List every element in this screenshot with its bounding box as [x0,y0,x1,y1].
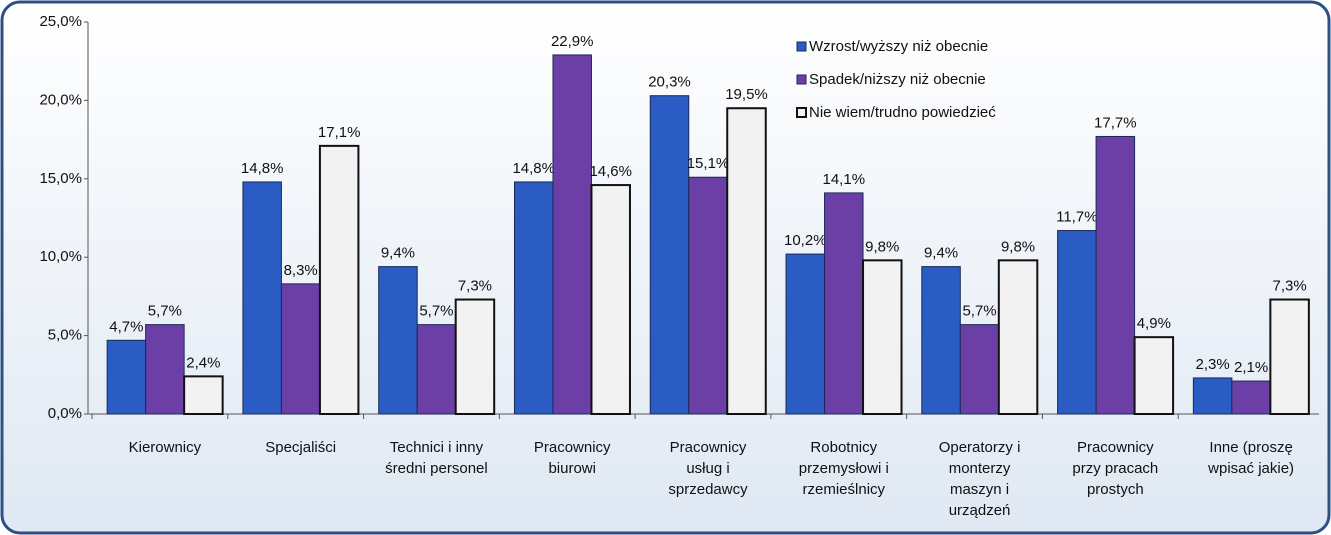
bar [318,144,360,415]
legend-swatch [796,74,807,85]
bar [785,253,826,415]
bar [1095,135,1136,415]
y-tick-label: 20,0% [39,91,82,108]
y-tick-label: 25,0% [39,13,82,30]
bar [183,375,224,416]
bar [997,259,1039,415]
value-label: 5,7% [148,303,182,320]
value-label: 11,7% [1056,209,1097,226]
y-tick-label: 0,0% [48,405,82,422]
value-label: 22,9% [551,33,594,50]
bar [688,176,728,415]
value-label: 14,8% [512,160,555,177]
value-label: 5,7% [419,303,453,320]
bar [1133,336,1175,415]
value-label: 9,4% [381,245,415,262]
bar [1269,298,1310,416]
bar [242,181,282,415]
y-tick-label: 5,0% [48,327,82,344]
value-label: 9,8% [1001,238,1035,255]
bar [280,283,321,415]
bar [454,298,496,416]
value-label: 20,3% [648,74,691,91]
value-label: 7,3% [458,278,492,295]
bar [921,266,961,415]
value-label: 4,7% [109,318,143,335]
value-label: 4,9% [1137,315,1171,332]
bar [416,324,457,415]
x-tick-label: Specjaliści [265,439,336,456]
bar [959,324,1000,415]
value-label: 14,6% [589,163,632,180]
x-tick-label: Operatorzy i monterzy maszyn i urządzeń [939,439,1021,519]
bar [378,266,418,415]
value-label: 5,7% [962,303,996,320]
value-label: 9,8% [865,238,899,255]
legend-swatch [796,107,807,118]
value-label: 8,3% [284,262,318,279]
bar [862,259,903,415]
value-label: 7,3% [1273,278,1307,295]
x-tick-label: Pracownicy usług i sprzedawcy [668,439,748,498]
y-tick-label: 10,0% [39,248,82,265]
value-label: 9,4% [924,245,958,262]
value-label: 2,1% [1234,359,1268,376]
bar [1231,380,1271,415]
value-label: 17,7% [1094,114,1137,131]
bar [590,184,631,415]
x-tick-label: Technici i inny średni personel [385,439,488,477]
bar [1057,230,1097,415]
y-tick-label: 15,0% [39,170,82,187]
value-label: 19,5% [725,86,768,103]
legend-swatch [796,41,807,52]
value-label: 10,2% [784,232,827,249]
value-label: 14,1% [823,171,866,188]
bar [552,54,592,415]
bar [1192,377,1233,415]
x-tick-label: Inne (proszę wpisać jakie) [1207,439,1294,477]
bar [649,95,690,415]
value-label: 17,1% [318,124,361,141]
bar [145,324,185,415]
x-tick-label: Pracownicy przy pracach prostych [1072,439,1158,498]
value-label: 2,3% [1196,356,1230,373]
bar [106,339,147,415]
x-tick-label: Robotnicy przemysłowi i rzemieślnicy [799,439,889,498]
bar [726,107,767,416]
value-label: 15,1% [687,155,730,172]
legend-label: Wzrost/wyższy niż obecnie [809,38,988,55]
bar [513,181,554,415]
x-tick-label: Kierownicy [129,439,202,456]
legend-label: Spadek/niższy niż obecnie [809,71,986,88]
legend-label: Nie wiem/trudno powiedzieć [809,104,996,121]
value-label: 2,4% [186,354,220,371]
bar [824,192,864,415]
x-tick-label: Pracownicy biurowi [534,439,611,477]
value-label: 14,8% [241,160,284,177]
